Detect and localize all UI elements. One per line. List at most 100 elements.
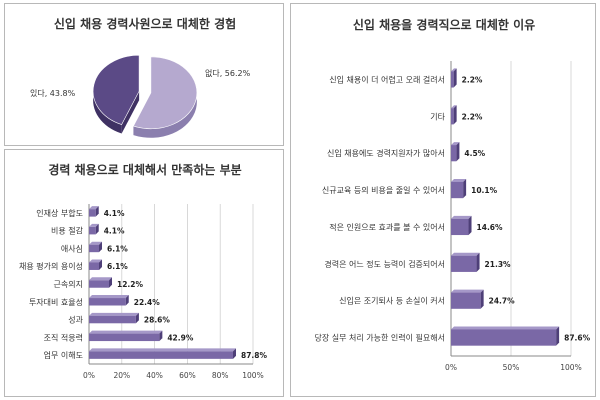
category-label: 경력은 어느 정도 능력이 검증되어서 [324,259,445,269]
bar-top [89,312,139,316]
bar [89,315,136,324]
bar-value-label: 28.6% [144,316,171,325]
satisfaction-chart-panel: 경력 채용으로 대체해서 만족하는 부분 0% 20% 40% 60% 80% 100% … [4,149,284,397]
category-label: 기타 [430,112,445,121]
bar-side [556,326,560,346]
bar [451,71,454,88]
bar-side [109,277,113,288]
bar-side [125,295,129,306]
bar [89,209,96,217]
bar [451,181,464,199]
category-label: 적은 인원으로 효과를 볼 수 있어서 [329,222,445,232]
x-tick-label: 100% [560,363,581,372]
bar-side [463,178,467,199]
category-label: 인재상 부합도 [36,208,83,218]
bar [89,244,100,253]
bar-side [159,330,163,342]
bar [89,262,100,270]
bar [451,329,557,346]
reason-bar-chart: 신입 채용을 경력직으로 대체한 이유 0% 50% 100% 신입 채용이 더 어… [315,17,591,372]
x-tick-label: 40% [146,371,163,380]
bar-side [468,215,472,236]
bar-top [451,105,457,109]
pie-slice-none-side [133,56,197,138]
reason-chart-panel: 신입 채용을 경력직으로 대체한 이유 0% 50% 100% 신입 채용이 더 어… [290,3,596,397]
bar-side [480,289,484,309]
bar-value-label: 87.6% [564,334,591,343]
category-label: 조직 적응력 [44,332,83,342]
pie-slice-yes [92,54,140,125]
bar-value-label: 2.2% [462,75,483,84]
x-tick-label: 0% [445,363,457,372]
category-label: 업무 이해도 [44,350,83,360]
bar [89,280,110,288]
bar-value-label: 4.1% [104,227,125,236]
bar [451,218,469,236]
bar-value-label: 10.1% [471,186,498,195]
category-label: 투자대비 효율성 [29,298,83,307]
bar-value-label: 42.9% [167,333,194,342]
bar-side [99,259,103,270]
bar-value-label: 21.3% [485,260,512,269]
bar-top [451,142,460,146]
bar-top [89,330,163,334]
category-label: 채용 평가의 용이성 [19,261,83,271]
category-label: 당장 실무 처리 가능한 인력이 필요해서 [315,333,445,343]
bar-value-label: 6.1% [107,244,128,253]
bar-top [89,206,99,210]
pie-chart: 신입 채용 경력사원으로 대체한 경험 없다, 56.2% 있다, 43.8% [30,16,251,138]
reason-chart-title: 신입 채용을 경력직으로 대체한 이유 [353,17,535,32]
x-tick-label: 0% [83,371,95,380]
bar-value-label: 4.5% [464,149,485,158]
category-label: 신입은 조기퇴사 등 손실이 커서 [339,296,445,306]
bar-side [232,348,236,359]
x-tick-label: 80% [212,371,229,380]
bar-side [476,252,480,272]
bar-top [451,178,467,182]
bar-top [451,289,484,293]
bar-top [451,252,480,256]
category-label: 근속의지 [54,279,83,289]
bar [451,108,454,125]
bar-top [89,241,103,245]
bar [451,255,477,272]
bar-value-label: 14.6% [477,223,504,232]
bar-value-label: 4.1% [104,209,125,218]
bar-top [451,326,560,330]
bar-top [451,68,457,72]
category-label: 신규교육 등의 비용을 줄일 수 있어서 [322,185,445,195]
bar-top [89,259,103,263]
satisfaction-bar-chart: 경력 채용으로 대체해서 만족하는 부분 0% 20% 40% 60% 80% 100% … [19,162,267,380]
bar-top [89,223,99,227]
bar-side [456,142,460,162]
bar-side [95,223,99,235]
bar [451,292,481,309]
pie-slice-yes-edge [121,91,140,134]
x-tick-label: 60% [179,371,196,380]
bar [89,226,96,235]
bar-top [89,348,236,352]
bar-value-label: 2.2% [462,112,483,121]
x-tick-label: 20% [113,371,130,380]
bar [89,298,126,306]
bar-top [89,277,113,281]
bar-side [135,312,139,324]
bar-value-label: 24.7% [489,297,516,306]
x-tick-label: 100% [242,371,263,380]
pie-chart-title: 신입 채용 경력사원으로 대체한 경험 [54,16,236,31]
bar [451,145,457,162]
satisfaction-chart-title: 경력 채용으로 대체해서 만족하는 부분 [48,162,241,177]
bar [89,333,160,342]
pie-chart-panel: 신입 채용 경력사원으로 대체한 경험 없다, 56.2% 있다, 43.8% [4,3,284,146]
category-label: 비용 절감 [51,226,84,236]
bar [89,351,233,359]
bar-value-label: 22.4% [134,298,161,307]
bar-side [99,241,103,253]
bar-side [453,105,457,125]
category-label: 신입 채용이 더 어렵고 오래 걸려서 [329,74,445,84]
bar-value-label: 6.1% [107,262,128,271]
bar-value-label: 12.2% [117,280,144,289]
pie-label-yes: 있다, 43.8% [30,88,76,98]
x-tick-label: 50% [503,363,520,372]
bar-top [451,215,472,219]
